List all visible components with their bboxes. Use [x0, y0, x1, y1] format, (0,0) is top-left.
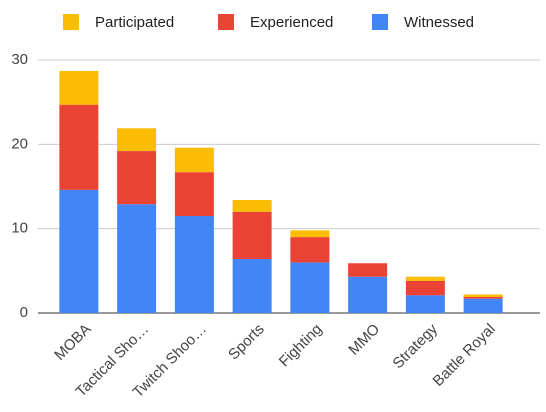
bar-segment	[290, 262, 330, 313]
x-tick-label: Strategy	[389, 320, 441, 372]
y-tick-label: 20	[11, 135, 28, 152]
y-tick-label: 0	[20, 304, 28, 321]
bar-segment	[290, 230, 330, 238]
x-tick-label: Sports	[225, 321, 268, 364]
bar-segment	[232, 211, 272, 260]
bar-segment	[232, 199, 272, 212]
x-tick-label: Fighting	[276, 321, 326, 371]
bar-segment	[59, 70, 99, 105]
x-tick-label: MMO	[345, 321, 383, 359]
bar-segment	[463, 294, 503, 297]
x-tick-label: MOBA	[51, 321, 94, 364]
bar-segment	[117, 151, 157, 205]
bar-segment	[348, 263, 388, 277]
legend-label: Participated	[95, 14, 174, 31]
bar-segment	[232, 259, 272, 313]
bar-segment	[117, 204, 157, 313]
bar-segment	[348, 276, 388, 313]
bar-segment	[405, 280, 445, 296]
bar-segment	[174, 172, 214, 217]
legend-swatch	[372, 14, 388, 30]
legend-swatch	[63, 14, 79, 30]
y-tick-label: 30	[11, 51, 28, 68]
y-tick-label: 10	[11, 220, 28, 237]
x-tick-label: Battle Royal	[430, 321, 499, 390]
bar-segment	[174, 216, 214, 313]
bar-segment	[290, 237, 330, 263]
bar-segment	[174, 147, 214, 173]
bar-segment	[59, 104, 99, 190]
bar-segment	[405, 276, 445, 281]
legend-label: Witnessed	[404, 14, 474, 31]
legend-label: Experienced	[250, 14, 333, 31]
bar-segment	[117, 128, 157, 152]
bar-segment	[463, 296, 503, 299]
bar-segment	[405, 295, 445, 313]
bar-segment	[59, 189, 99, 313]
bar-segment	[463, 298, 503, 313]
legend-swatch	[218, 14, 234, 30]
